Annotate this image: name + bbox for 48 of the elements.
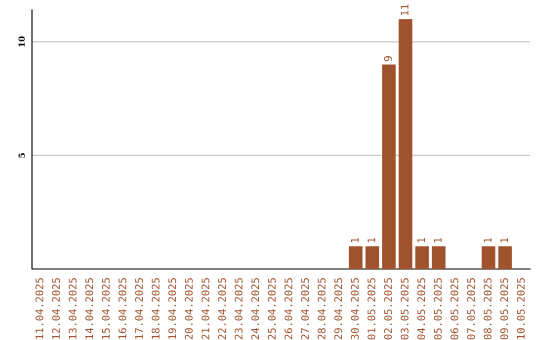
- data-label: 11: [400, 4, 408, 16]
- x-tick-label: 01.05.2025: [367, 278, 376, 340]
- x-tick-label: 05.05.2025: [434, 278, 442, 340]
- data-label: 1: [351, 238, 359, 242]
- data-label: 1: [484, 238, 492, 242]
- x-tick-label: 14.04.2025: [85, 278, 94, 339]
- x-tick-label: 20.04.2025: [184, 278, 193, 340]
- x-tick-label: 06.05.2025: [450, 278, 458, 340]
- y-tick-label: 5: [18, 153, 25, 158]
- x-tick-label: 18.04.2025: [152, 278, 160, 339]
- x-tick-label: 10.05.2025: [516, 278, 525, 339]
- data-label: 1: [417, 238, 425, 242]
- x-tick-label: 07.05.2025: [467, 278, 475, 340]
- x-tick-label: 03.05.2025: [400, 278, 409, 340]
- x-tick-label: 26.04.2025: [284, 278, 292, 340]
- bar: [365, 246, 380, 269]
- x-tick-label: 12.04.2025: [52, 278, 60, 339]
- x-tick-label: 24.04.2025: [251, 278, 260, 340]
- x-tick-label: 09.05.2025: [500, 278, 508, 340]
- bar: [432, 246, 446, 269]
- x-tick-label: 27.04.2025: [301, 278, 309, 340]
- x-tick-label: 29.04.2025: [334, 278, 342, 340]
- data-label: 1: [500, 238, 508, 242]
- bar: [482, 246, 496, 269]
- x-tick-label: 11.04.2025: [35, 278, 44, 339]
- x-tick-label: 15.04.2025: [102, 278, 110, 339]
- x-tick-label: 19.04.2025: [168, 278, 176, 339]
- bar: [415, 246, 429, 269]
- x-tick-label: 04.05.2025: [417, 278, 426, 340]
- data-label: 9: [384, 56, 392, 62]
- x-tick-label: 30.04.2025: [350, 278, 359, 340]
- data-label: 1: [434, 238, 442, 242]
- x-tick-label: 22.04.2025: [218, 278, 226, 340]
- x-tick-label: 16.04.2025: [118, 278, 126, 339]
- x-tick-label: 17.04.2025: [135, 278, 143, 339]
- x-tick-label: 21.04.2025: [201, 278, 210, 340]
- x-tick-label: 02.05.2025: [384, 278, 392, 340]
- x-tick-label: 08.05.2025: [484, 278, 492, 340]
- x-tick-label: 13.04.2025: [68, 278, 77, 339]
- bar: [398, 19, 412, 269]
- data-label: 1: [368, 238, 376, 242]
- x-tick-label: 25.04.2025: [268, 278, 276, 340]
- bar: [348, 246, 363, 269]
- x-tick-label: 23.04.2025: [234, 278, 243, 340]
- bar: [498, 246, 512, 269]
- y-tick-label: 10: [18, 36, 25, 47]
- x-tick-label: 28.04.2025: [318, 278, 326, 340]
- bar: [382, 64, 396, 269]
